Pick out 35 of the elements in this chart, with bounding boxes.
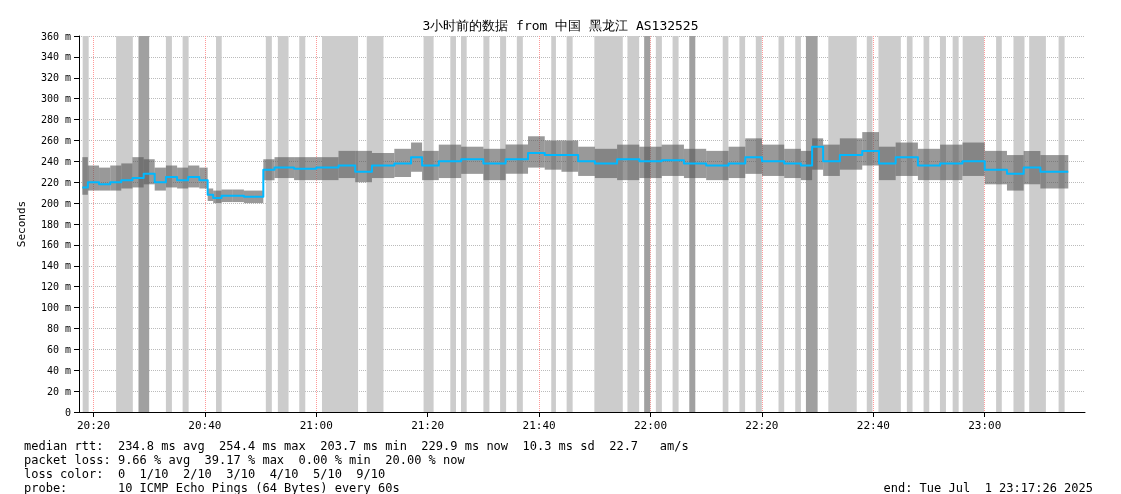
chart-title: 3小时前的数据 from 中国 黑龙江 AS132525 bbox=[422, 18, 699, 33]
x-tick-label: 21:20 bbox=[411, 419, 445, 432]
y-tick-label: 260 m bbox=[40, 134, 71, 146]
y-tick-label: 200 m bbox=[40, 197, 71, 209]
x-tick-label: 22:00 bbox=[633, 419, 668, 432]
y-tick-label: 180 m bbox=[40, 218, 71, 230]
y-tick-label: 240 m bbox=[40, 155, 71, 167]
y-tick-label: 300 m bbox=[40, 93, 71, 105]
y-tick-label: 60 m bbox=[46, 343, 71, 355]
y-axis-title: Seconds bbox=[15, 200, 28, 248]
y-tick-label: 220 m bbox=[40, 176, 71, 188]
y-tick-label: 340 m bbox=[40, 51, 71, 63]
y-tick-label: 100 m bbox=[40, 302, 71, 314]
x-tick-label: 20:20 bbox=[76, 419, 111, 432]
y-tick-label: 280 m bbox=[40, 114, 71, 126]
text: end: Tue Jul 1 23:17:26 2025 bbox=[883, 481, 1093, 494]
text: median rtt: 234.8 ms avg 254.4 ms max 203.7 ms min 229.9 ms now 10.3 ms sd 22.7 am/s bbox=[24, 439, 689, 453]
x-tick-label: 21:00 bbox=[299, 419, 333, 432]
x-tick-label: 22:40 bbox=[856, 419, 890, 432]
y-tick-label: 360 m bbox=[40, 30, 71, 42]
text: packet loss: 9.66 % avg 39.17 % max 0.00 % min 20.00 % now bbox=[24, 453, 466, 467]
y-tick-label: 20 m bbox=[46, 385, 71, 397]
y-tick-label: 80 m bbox=[46, 322, 71, 334]
y-tick-label: 0 bbox=[64, 406, 71, 418]
y-tick-label: 320 m bbox=[40, 72, 71, 84]
text: loss color: 0 1/10 2/10 3/10 4/10 5/10 9/10 bbox=[24, 467, 386, 481]
y-tick-label: 160 m bbox=[40, 239, 71, 251]
text: probe: 10 ICMP Echo Pings (64 Bytes) every 60s bbox=[24, 481, 400, 494]
x-tick-label: 22:20 bbox=[745, 419, 779, 432]
y-tick-label: 40 m bbox=[46, 364, 71, 376]
y-tick-label: 120 m bbox=[40, 281, 71, 293]
y-tick-label: 140 m bbox=[40, 260, 71, 272]
x-tick-label: 21:40 bbox=[522, 419, 556, 432]
x-tick-label: 20:40 bbox=[188, 419, 222, 432]
x-tick-label: 23:00 bbox=[968, 419, 1002, 432]
